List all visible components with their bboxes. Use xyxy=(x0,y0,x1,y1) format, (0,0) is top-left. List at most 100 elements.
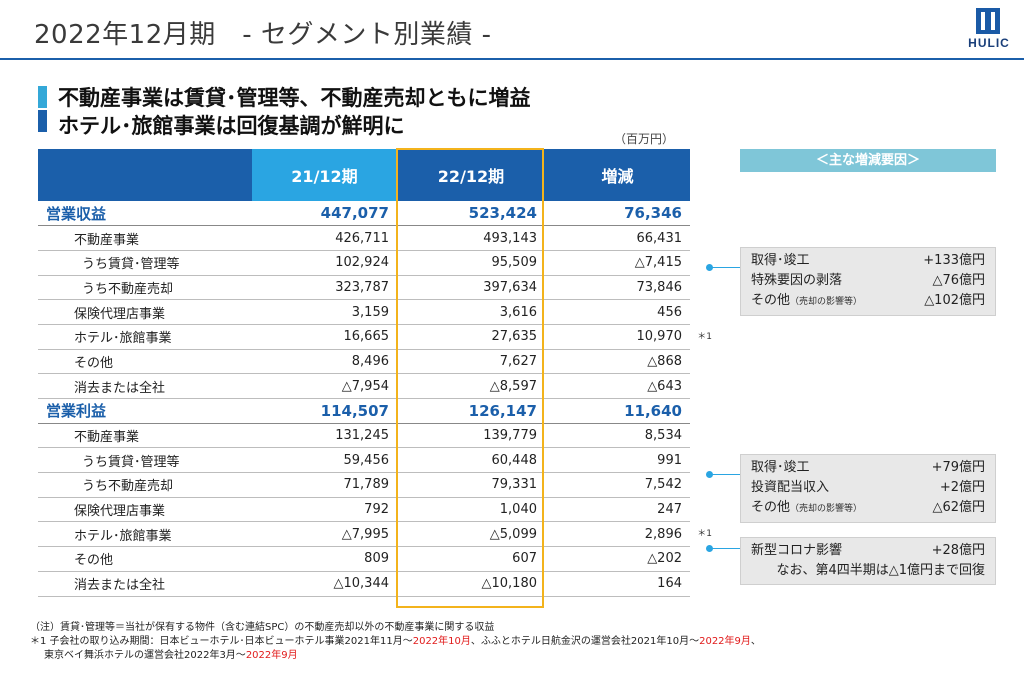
row-label: ホテル･旅館事業 xyxy=(38,521,252,548)
row-label: うち不動産売却 xyxy=(38,275,252,301)
company-logo: HULIC xyxy=(960,8,1018,54)
headline-line-2: ホテル･旅館事業は回復基調が鮮明に xyxy=(58,114,405,138)
table-row: うち不動産売却 71,789 79,331 7,542 xyxy=(38,472,690,498)
connector-dot xyxy=(706,545,713,552)
value-fy21: 809 xyxy=(252,546,397,572)
value-change: 76,346 xyxy=(545,201,690,227)
value-fy21: 323,787 xyxy=(252,275,397,301)
table-header-row: 21/12期 22/12期 増減 xyxy=(38,149,690,201)
headline-marker-dark xyxy=(38,110,47,132)
row-label: うち賃貸･管理等 xyxy=(38,447,252,474)
header-change: 増減 xyxy=(545,149,690,201)
factor-row: 投資配当収入 +2億円 xyxy=(751,480,985,495)
value-change: 2,896 ＊1 xyxy=(545,521,712,548)
connector-line xyxy=(710,267,740,268)
value-fy22: 3,616 xyxy=(397,299,545,325)
row-label: うち賃貸･管理等 xyxy=(38,250,252,276)
value-fy21: 59,456 xyxy=(252,447,397,474)
value-fy22: △8,597 xyxy=(397,373,545,399)
title-divider xyxy=(0,58,1024,60)
value-fy22: 7,627 xyxy=(397,349,545,375)
value-fy21: 426,711 xyxy=(252,225,397,251)
value-fy21: 114,507 xyxy=(252,398,397,424)
factor-box-hotel: 新型コロナ影響 +28億円 なお、第4四半期は△1億円まで回復 xyxy=(740,537,996,585)
table-row: 保険代理店事業 792 1,040 247 xyxy=(38,497,690,523)
value-fy21: 102,924 xyxy=(252,250,397,276)
value-change: 73,846 xyxy=(545,275,690,301)
header-blank xyxy=(38,149,252,201)
value-fy22: 397,634 xyxy=(397,275,545,301)
row-label: うち不動産売却 xyxy=(38,472,252,498)
headline-line-1: 不動産事業は賃貸･管理等、不動産売却ともに増益 xyxy=(58,86,531,110)
factors-header: ＜主な増減要因＞ xyxy=(740,149,996,172)
value-fy21: 447,077 xyxy=(252,201,397,227)
value-fy22: 27,635 xyxy=(397,324,545,350)
value-fy21: 792 xyxy=(252,497,397,523)
value-fy22: 60,448 xyxy=(397,447,545,474)
value-change: 11,640 xyxy=(545,398,690,424)
value-fy22: 95,509 xyxy=(397,250,545,276)
value-change: 247 xyxy=(545,497,690,523)
table-row: 保険代理店事業 3,159 3,616 456 xyxy=(38,299,690,325)
value-fy22: 493,143 xyxy=(397,225,545,251)
row-label: その他 xyxy=(38,349,252,375)
value-fy21: △7,954 xyxy=(252,373,397,399)
value-change: △643 xyxy=(545,373,690,399)
factor-note: なお、第4四半期は△1億円まで回復 xyxy=(776,563,985,578)
table-row: その他 809 607 △202 xyxy=(38,546,690,572)
value-fy21: 16,665 xyxy=(252,324,397,350)
value-fy22: △5,099 xyxy=(397,521,545,548)
value-fy22: 126,147 xyxy=(397,398,545,424)
value-change: △868 xyxy=(545,349,690,375)
table-row: ホテル･旅館事業 16,665 27,635 10,970 ＊1 xyxy=(38,324,712,350)
row-label: 保険代理店事業 xyxy=(38,299,252,325)
factor-row: その他（売却の影響等） △62億円 xyxy=(751,500,985,515)
table-row: 不動産事業 426,711 493,143 66,431 xyxy=(38,225,690,251)
row-label: 消去または全社 xyxy=(38,571,252,597)
factor-row: 取得･竣工 +79億円 xyxy=(751,460,985,475)
row-label: その他 xyxy=(38,546,252,572)
row-label: 営業利益 xyxy=(38,398,252,424)
connector-dot xyxy=(706,264,713,271)
value-fy21: 8,496 xyxy=(252,349,397,375)
table-row: 営業利益 114,507 126,147 11,640 xyxy=(38,398,690,424)
row-label: 不動産事業 xyxy=(38,225,252,251)
row-label: 消去または全社 xyxy=(38,373,252,399)
connector-dot xyxy=(706,471,713,478)
value-fy21: 131,245 xyxy=(252,423,397,449)
value-fy21: △7,995 xyxy=(252,521,397,548)
value-fy21: △10,344 xyxy=(252,571,397,597)
table-row: 消去または全社 △7,954 △8,597 △643 xyxy=(38,373,690,399)
logo-mark-icon xyxy=(976,8,1000,34)
value-fy22: 139,779 xyxy=(397,423,545,449)
value-fy22: 79,331 xyxy=(397,472,545,498)
row-label: 保険代理店事業 xyxy=(38,497,252,523)
table-row: うち賃貸･管理等 59,456 60,448 991 xyxy=(38,447,690,474)
table-row: その他 8,496 7,627 △868 xyxy=(38,349,690,375)
segment-results-table: 21/12期 22/12期 増減 営業収益 447,077 523,424 76,34… xyxy=(38,149,712,597)
factor-box-revenue: 取得･竣工 +133億円 特殊要因の剥落 △76億円 その他（売却の影響等） △102… xyxy=(740,247,996,316)
factor-row: 特殊要因の剥落 △76億円 xyxy=(751,273,985,288)
table-row: 営業収益 447,077 523,424 76,346 xyxy=(38,201,690,227)
row-label: 不動産事業 xyxy=(38,423,252,449)
table-row: 消去または全社 △10,344 △10,180 164 xyxy=(38,571,690,597)
value-fy21: 71,789 xyxy=(252,472,397,498)
table-row: うち不動産売却 323,787 397,634 73,846 xyxy=(38,275,690,301)
table-row: うち賃貸･管理等 102,924 95,509 △7,415 xyxy=(38,250,690,276)
value-fy22: 1,040 xyxy=(397,497,545,523)
unit-label: （百万円） xyxy=(614,132,675,146)
value-change: 66,431 xyxy=(545,225,690,251)
page-title: 2022年12月期 - セグメント別業績 - xyxy=(34,20,492,50)
footnote-mark: ＊1 xyxy=(697,529,712,540)
factor-row: その他（売却の影響等） △102億円 xyxy=(751,293,985,308)
footnote-2: ＊1 子会社の取り込み期間：日本ビューホテル･日本ビューホテル事業2021年11… xyxy=(30,636,761,647)
value-change: 8,534 xyxy=(545,423,690,449)
footnote-1: （注）賃貸･管理等＝当社が保有する物件（含む連結SPC）の不動産売却以外の不動産… xyxy=(30,622,495,633)
value-change: 7,542 xyxy=(545,472,690,498)
connector-line xyxy=(710,548,740,549)
value-fy22: 607 xyxy=(397,546,545,572)
factor-row: 取得･竣工 +133億円 xyxy=(751,253,985,268)
value-change: △202 xyxy=(545,546,690,572)
value-fy22: 523,424 xyxy=(397,201,545,227)
connector-line xyxy=(710,474,740,475)
